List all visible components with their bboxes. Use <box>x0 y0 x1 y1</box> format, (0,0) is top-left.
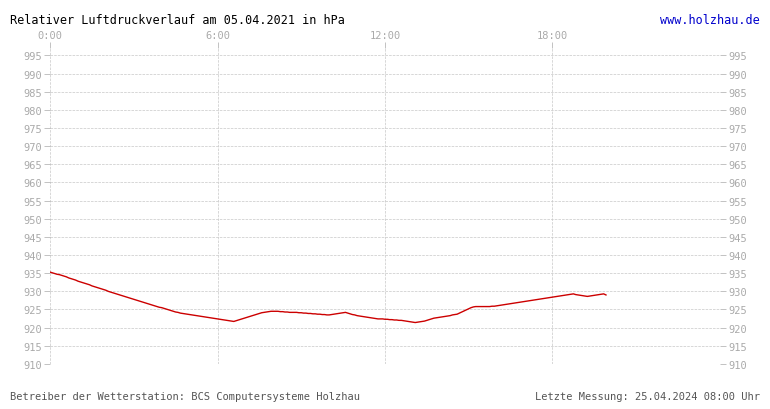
Text: Betreiber der Wetterstation: BCS Computersysteme Holzhau: Betreiber der Wetterstation: BCS Compute… <box>10 391 360 401</box>
Text: Letzte Messung: 25.04.2024 08:00 Uhr: Letzte Messung: 25.04.2024 08:00 Uhr <box>535 391 760 401</box>
Text: www.holzhau.de: www.holzhau.de <box>660 14 760 27</box>
Text: Relativer Luftdruckverlauf am 05.04.2021 in hPa: Relativer Luftdruckverlauf am 05.04.2021… <box>10 14 345 27</box>
